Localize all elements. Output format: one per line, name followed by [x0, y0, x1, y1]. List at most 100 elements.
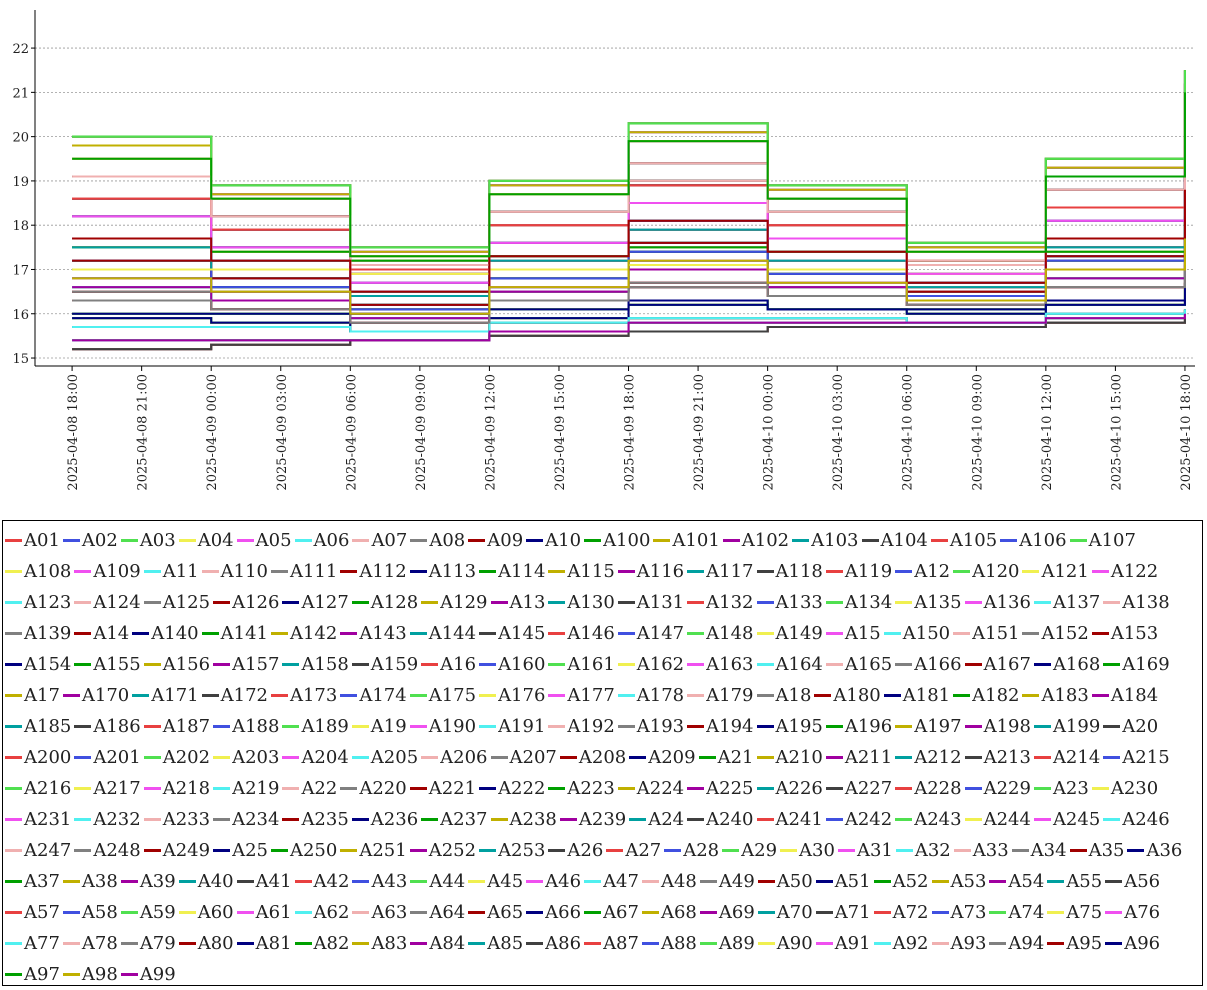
- legend-item: A221: [409, 773, 476, 804]
- legend-label: A134: [844, 592, 893, 613]
- legend-swatch: [1103, 725, 1121, 728]
- legend-label: A210: [775, 747, 823, 768]
- legend-swatch: [559, 756, 577, 759]
- legend-swatch: [409, 725, 427, 728]
- legend-label: A19: [370, 716, 407, 737]
- legend-item: A46: [526, 866, 581, 897]
- legend-item: A157: [213, 649, 279, 680]
- legend-swatch: [351, 663, 369, 666]
- legend-item: A19: [351, 711, 407, 742]
- legend-label: A152: [1041, 623, 1089, 644]
- legend-label: A58: [81, 902, 118, 923]
- legend-item: A193: [617, 711, 684, 742]
- legend-label: A162: [636, 654, 685, 675]
- legend-item: A92: [873, 928, 929, 959]
- legend-swatch: [1047, 942, 1065, 945]
- legend-label: A176: [498, 685, 546, 706]
- legend-label: A246: [1122, 809, 1170, 830]
- legend-swatch: [479, 570, 497, 573]
- legend-swatch: [825, 663, 843, 666]
- legend-label: A171: [151, 685, 199, 706]
- legend-swatch: [201, 632, 219, 635]
- legend-label: A145: [498, 623, 546, 644]
- legend-label: A205: [370, 747, 419, 768]
- legend-swatch: [548, 570, 566, 573]
- legend-swatch: [883, 632, 901, 635]
- legend-swatch: [5, 756, 22, 759]
- series-line: [72, 318, 1186, 351]
- legend-swatch: [687, 570, 705, 573]
- legend-swatch: [236, 942, 254, 945]
- legend-item: A73: [931, 897, 986, 928]
- legend-label: A177: [567, 685, 615, 706]
- legend-label: A32: [914, 840, 951, 861]
- legend-item: A20: [1103, 711, 1158, 742]
- legend-item: A226: [756, 773, 823, 804]
- legend-item: A101: [653, 525, 720, 556]
- legend-item: A114: [479, 556, 545, 587]
- legend-swatch: [236, 539, 254, 542]
- legend-swatch: [964, 663, 982, 666]
- legend-label: A108: [24, 561, 72, 582]
- legend-item: A146: [548, 618, 615, 649]
- legend-item: A17: [5, 680, 60, 711]
- legend-label: A35: [1088, 840, 1125, 861]
- legend-label: A228: [914, 778, 962, 799]
- legend-label: A07: [371, 530, 408, 551]
- legend-swatch: [756, 787, 774, 790]
- legend-swatch: [964, 725, 982, 728]
- legend-label: A154: [24, 654, 72, 675]
- legend-swatch: [74, 663, 92, 666]
- legend-label: A29: [741, 840, 778, 861]
- legend-item: A86: [526, 928, 581, 959]
- legend-label: A213: [983, 747, 1031, 768]
- legend-swatch: [213, 663, 231, 666]
- legend-label: A89: [718, 933, 755, 954]
- legend-item: A16: [421, 649, 476, 680]
- legend-label: A92: [892, 933, 929, 954]
- legend-swatch: [895, 756, 913, 759]
- legend-swatch: [468, 880, 486, 883]
- legend-item: A120: [953, 556, 1019, 587]
- legend-swatch: [5, 663, 22, 666]
- legend-swatch: [825, 601, 843, 604]
- legend-label: A105: [949, 530, 998, 551]
- legend-item: A131: [617, 587, 685, 618]
- legend-item: A160: [479, 649, 545, 680]
- legend-label: A164: [775, 654, 823, 675]
- legend-item: A37: [5, 866, 60, 897]
- legend-label: A57: [24, 902, 60, 923]
- legend-label: A131: [636, 592, 685, 613]
- legend-label: A253: [498, 840, 546, 861]
- legend-item: A138: [1103, 587, 1170, 618]
- legend-label: A51: [834, 871, 871, 892]
- legend-item: A197: [895, 711, 962, 742]
- legend-label: A160: [498, 654, 546, 675]
- legend-label: A167: [983, 654, 1031, 675]
- legend-item: A99: [120, 959, 176, 985]
- legend-item: A88: [641, 928, 697, 959]
- legend-swatch: [953, 632, 971, 635]
- legend-item: A167: [964, 649, 1031, 680]
- legend-swatch: [143, 570, 161, 573]
- legend-swatch: [270, 694, 288, 697]
- legend-label: A242: [844, 809, 893, 830]
- legend-swatch: [74, 787, 92, 790]
- legend-item: A223: [548, 773, 615, 804]
- legend-item: A60: [178, 897, 234, 928]
- legend-swatch: [548, 725, 566, 728]
- legend-label: A230: [1110, 778, 1159, 799]
- legend-label: A223: [567, 778, 615, 799]
- legend-swatch: [351, 818, 369, 821]
- legend-swatch: [143, 787, 161, 790]
- legend-swatch: [989, 911, 1007, 914]
- legend-item: A32: [895, 835, 951, 866]
- legend-label: A78: [81, 933, 118, 954]
- legend-swatch: [479, 787, 497, 790]
- legend-label: A76: [1124, 902, 1161, 923]
- legend-label: A10: [545, 530, 582, 551]
- legend-label: A190: [428, 716, 477, 737]
- legend-item: A234: [213, 804, 279, 835]
- legend-label: A158: [301, 654, 349, 675]
- legend-swatch: [294, 942, 312, 945]
